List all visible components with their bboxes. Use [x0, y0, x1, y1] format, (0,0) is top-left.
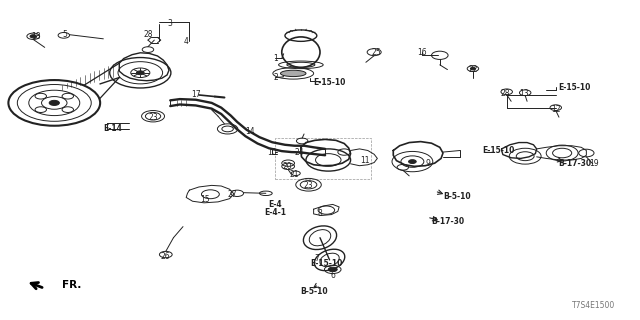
Ellipse shape [280, 70, 306, 76]
Text: E-4-1: E-4-1 [264, 208, 286, 217]
Text: 11: 11 [360, 156, 369, 164]
Circle shape [408, 160, 416, 164]
Text: B-17-30: B-17-30 [558, 159, 591, 168]
Circle shape [30, 35, 36, 38]
Text: E-15-10: E-15-10 [482, 146, 515, 155]
Text: E-15-10: E-15-10 [310, 259, 342, 268]
Text: 7: 7 [314, 254, 319, 263]
Text: 1: 1 [273, 54, 278, 63]
Text: 26: 26 [161, 252, 171, 261]
Text: 4: 4 [184, 36, 189, 45]
Text: 28: 28 [500, 89, 509, 98]
Text: 9: 9 [426, 159, 431, 168]
Text: B-5-10: B-5-10 [443, 192, 471, 201]
Text: FR.: FR. [62, 280, 81, 290]
Circle shape [470, 68, 476, 70]
Text: 23: 23 [304, 181, 314, 190]
Text: T7S4E1500: T7S4E1500 [572, 301, 616, 310]
Text: 27: 27 [228, 190, 237, 199]
Text: 19: 19 [589, 159, 599, 168]
Text: 3: 3 [168, 19, 173, 28]
Bar [275, 138, 371, 179]
Text: 28: 28 [143, 30, 153, 39]
Text: 16: 16 [417, 48, 427, 57]
Text: 23: 23 [148, 113, 158, 122]
Text: 20: 20 [282, 162, 292, 171]
Circle shape [328, 267, 337, 272]
Text: 2: 2 [273, 73, 278, 82]
Text: 17: 17 [191, 91, 200, 100]
Text: 25: 25 [371, 48, 381, 57]
Text: E-4: E-4 [269, 200, 282, 209]
Circle shape [136, 71, 144, 75]
Text: 12: 12 [551, 105, 561, 114]
Text: E-15-10: E-15-10 [314, 78, 346, 87]
Text: 10: 10 [268, 148, 277, 156]
Text: 18: 18 [32, 32, 41, 41]
Text: E-15-10: E-15-10 [559, 83, 591, 92]
Text: 24: 24 [295, 148, 305, 156]
Text: 14: 14 [245, 127, 255, 136]
Circle shape [49, 100, 60, 105]
Text: B-17-30: B-17-30 [431, 217, 464, 226]
Text: 22: 22 [468, 65, 477, 74]
Text: 5: 5 [63, 30, 68, 39]
Text: E-14: E-14 [104, 124, 122, 133]
Text: B-5-10: B-5-10 [300, 287, 328, 296]
Text: 13: 13 [519, 89, 529, 98]
Text: 15: 15 [200, 195, 210, 204]
Text: 6: 6 [330, 271, 335, 280]
Text: 8: 8 [317, 209, 323, 219]
Text: 21: 21 [290, 170, 300, 179]
